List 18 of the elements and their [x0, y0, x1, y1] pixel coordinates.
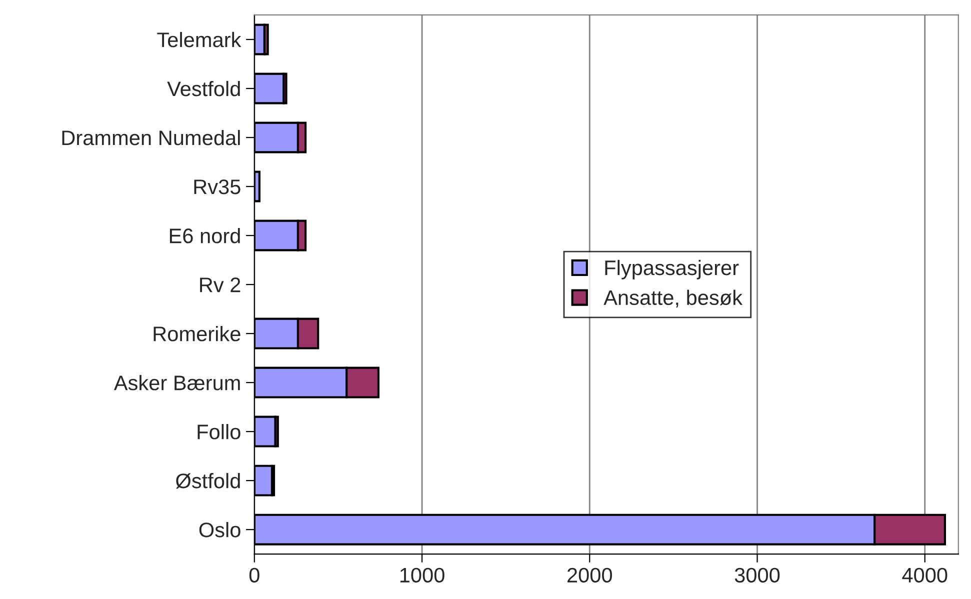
x-tick-label: 3000: [734, 568, 780, 583]
x-tick-label: 4000: [902, 568, 948, 583]
y-tick-label: Asker Bærum: [114, 374, 240, 390]
x-tick-label: 0: [249, 568, 260, 583]
legend-label: Ansatte, besøk: [604, 290, 743, 308]
y-tick-label: Follo: [198, 424, 240, 440]
x-tick-label: 2000: [568, 568, 612, 583]
y-tick-label: Drammen Numedal: [62, 130, 240, 146]
legend-label: Flypassasjerer: [605, 260, 739, 280]
y-tick-label: Vestfold: [167, 80, 240, 96]
y-tick-label: Telemark: [157, 32, 242, 48]
y-tick-label: Østfold: [176, 473, 240, 489]
y-tick-label: Romerike: [154, 326, 240, 342]
y-tick-label: Rv 2: [200, 278, 240, 292]
y-tick-label: E6 nord: [170, 228, 240, 244]
x-tick-label: 1000: [400, 568, 444, 583]
y-tick-label: Oslo: [199, 522, 240, 538]
y-tick-label: Rv35: [194, 180, 240, 194]
